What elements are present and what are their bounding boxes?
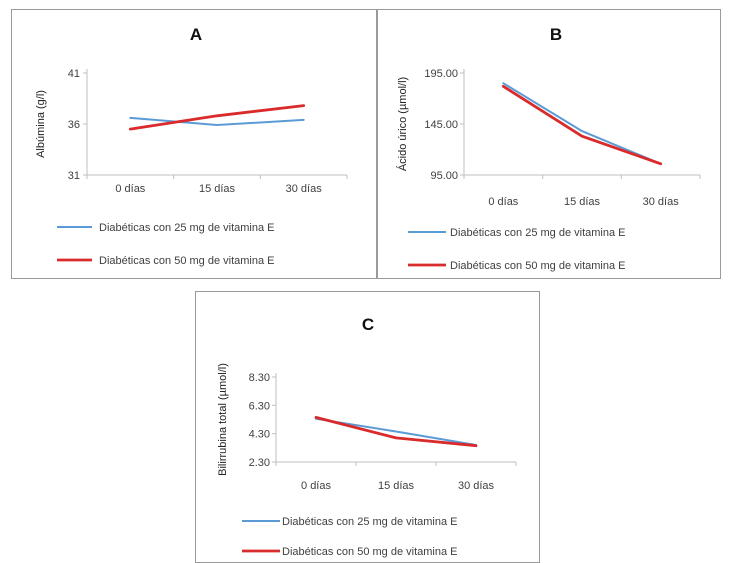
chart-c-legend-label-2: Diabéticas con 50 mg de vitamina E [282, 546, 457, 558]
chart-a-ylabel: Albúmina (g/l) [35, 90, 47, 158]
chart-b-legend-label-2: Diabéticas con 50 mg de vitamina E [450, 260, 625, 272]
chart-b-series-1-line [502, 82, 662, 165]
chart-a-legend-label-2: Diabéticas con 50 mg de vitamina E [99, 255, 274, 267]
chart-a-xtick-label: 15 días [199, 183, 236, 195]
chart-c-legend-label-1: Diabéticas con 25 mg de vitamina E [282, 516, 457, 528]
chart-a-ytick-label: 41 [68, 68, 80, 80]
chart-c-ytick-label: 8.30 [249, 372, 270, 384]
chart-b-xtick-label: 15 días [564, 196, 601, 208]
chart-c-ytick-label: 4.30 [249, 429, 270, 441]
chart-panel-c: C 2.30 4.30 6.30 8.30 0 días 15 días 30 días Bil… [195, 291, 540, 563]
chart-a-ytick-label: 36 [68, 119, 80, 131]
chart-c-xtick-label: 30 días [458, 480, 495, 492]
chart-a-xtick-label: 0 días [115, 183, 145, 195]
chart-a-xtick-label: 30 días [286, 183, 323, 195]
chart-b-ytick-label: 95.00 [430, 170, 458, 182]
chart-c-xtick-label: 0 días [301, 480, 331, 492]
chart-b-series-2-line [501, 84, 663, 166]
chart-c-title: C [362, 315, 374, 334]
chart-c-xtick-label: 15 días [378, 480, 415, 492]
chart-a-series-2-line [128, 104, 306, 131]
chart-c-ylabel: Bilirrubina total (µmol/l) [217, 363, 229, 476]
chart-b-svg: B 95.00 145.00 195.00 0 días 15 días 30 días Ác… [396, 25, 701, 272]
chart-c-series-2-line [314, 416, 478, 448]
chart-c-ytick-label: 6.30 [249, 400, 270, 412]
chart-a-ytick-label: 31 [68, 170, 80, 182]
chart-b-xtick-label: 0 días [488, 196, 518, 208]
chart-b-title: B [550, 25, 562, 44]
chart-b-legend-label-1: Diabéticas con 25 mg de vitamina E [450, 227, 625, 239]
chart-panel-a: A 31 36 41 0 días 15 días 30 días Albúmina (g/l… [11, 9, 377, 279]
chart-c-ytick-label: 2.30 [249, 457, 270, 469]
chart-b-ytick-label: 195.00 [424, 68, 458, 80]
chart-a-series-1-line [129, 116, 305, 126]
chart-a-legend-label-1: Diabéticas con 25 mg de vitamina E [99, 222, 274, 234]
chart-b-xtick-label: 30 días [643, 196, 680, 208]
chart-c-svg: C 2.30 4.30 6.30 8.30 0 días 15 días 30 días Bil… [217, 315, 517, 558]
chart-panel-b: B 95.00 145.00 195.00 0 días 15 días 30 días Ác… [377, 9, 721, 279]
chart-b-ylabel: Ácido úrico (µmol/l) [396, 77, 409, 171]
chart-b-ytick-label: 145.00 [424, 119, 458, 131]
chart-a-title: A [190, 25, 202, 44]
chart-a-svg: A 31 36 41 0 días 15 días 30 días Albúmina (g/l… [35, 25, 348, 267]
